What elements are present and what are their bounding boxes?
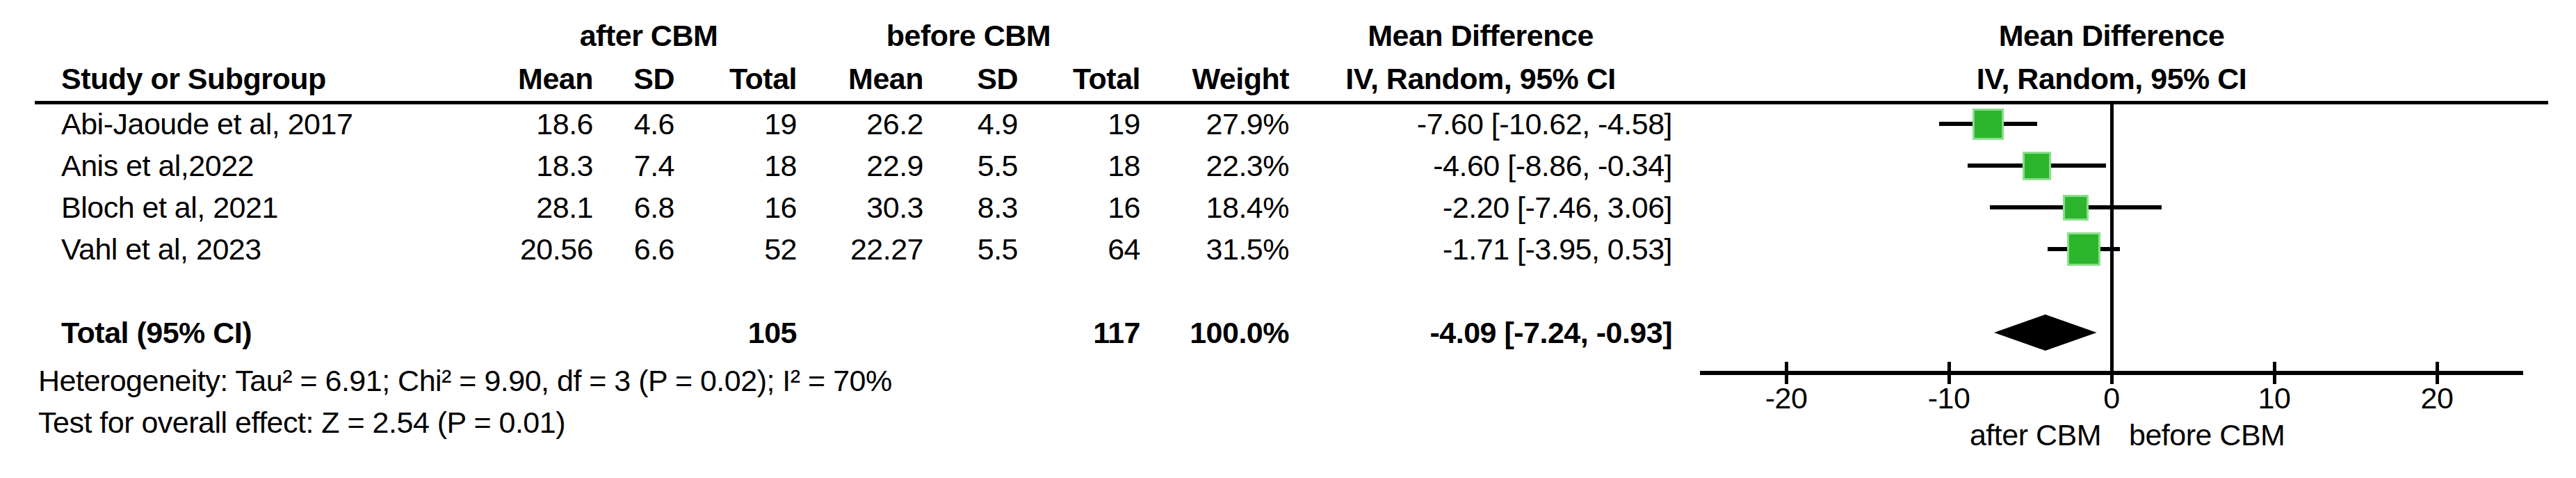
x-axis-tick-label: -10 xyxy=(1879,383,2018,413)
x-axis-tick-label: 20 xyxy=(2367,383,2506,413)
x-axis-tick-label: 0 xyxy=(2042,383,2181,413)
study-weight-square xyxy=(2067,232,2100,266)
forest-plot-figure: after CBM before CBM Mean Difference Stu… xyxy=(0,0,2576,478)
axis-label-before-cbm: before CBM xyxy=(2129,416,2490,454)
axis-label-after-cbm: after CBM xyxy=(1740,416,2101,454)
total-diamond xyxy=(1994,314,2097,351)
x-axis-tick-label: 10 xyxy=(2205,383,2344,413)
zero-effect-line xyxy=(2110,104,2114,375)
x-axis-tick-label: -20 xyxy=(1717,383,1856,413)
study-weight-square xyxy=(2023,152,2051,180)
forest-graph: -20 -10 0 10 20 xyxy=(0,0,2576,478)
study-weight-square xyxy=(2063,195,2089,221)
study-weight-square xyxy=(1972,109,2004,140)
